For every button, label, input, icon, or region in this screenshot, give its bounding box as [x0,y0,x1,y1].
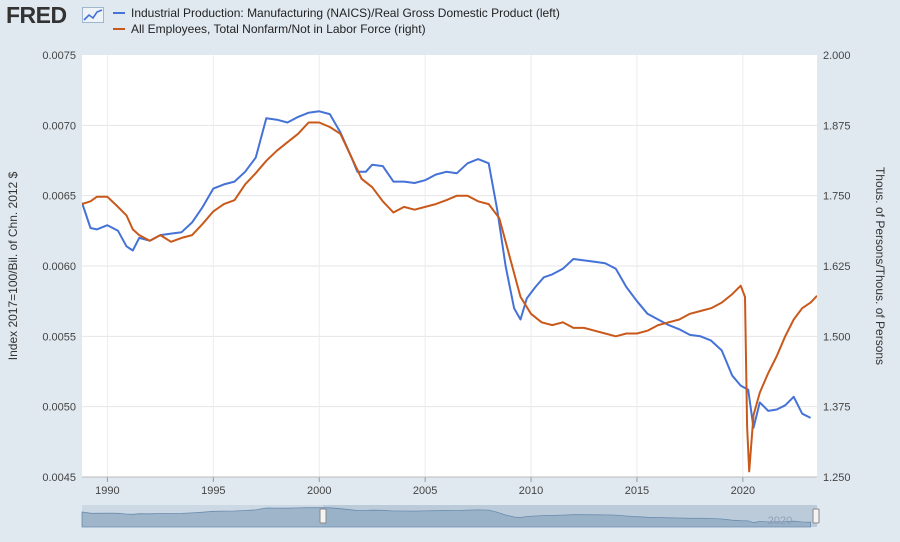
x-axis: 1990 1995 2000 2005 2010 2015 2020 [82,476,817,497]
series-layer [82,110,817,473]
x-tick-label: 1995 [201,485,225,497]
legend-label-right: All Employees, Total Nonfarm/Not in Labo… [131,22,426,36]
navigator-tick-label: 2020 [768,515,792,527]
legend-item-left[interactable]: Industrial Production: Manufacturing (NA… [113,5,560,21]
chart-line-icon [82,7,104,23]
x-tick-label: 2000 [307,485,331,497]
legend-swatch-right [113,28,125,30]
left-tick-label: 0.0060 [42,261,76,273]
range-navigator[interactable]: 2020 [81,505,820,528]
navigator-handle-right[interactable] [812,508,820,524]
x-tick-label: 2015 [625,485,649,497]
right-axis-title: Thous. of Persons/Thous. of Persons [873,167,887,365]
left-tick-label: 0.0055 [42,331,76,343]
right-tick-label: 1.750 [823,191,851,203]
left-tick-label: 0.0065 [42,191,76,203]
x-tick-label: 2010 [519,485,543,497]
right-tick-label: 1.375 [823,402,851,414]
left-axis-title: Index 2017=100/Bil. of Chn. 2012 $ [6,171,20,360]
fred-logo[interactable]: FRED [6,2,106,28]
grid-lines [82,55,817,477]
left-tick-label: 0.0045 [42,472,76,484]
left-tick-label: 0.0075 [42,50,76,62]
navigator-area [81,507,811,528]
right-tick-label: 2.000 [823,50,851,62]
series-line-right[interactable] [82,121,817,473]
left-tick-label: 0.0070 [42,120,76,132]
legend-swatch-left [113,12,125,14]
left-tick-label: 0.0050 [42,402,76,414]
x-tick-label: 2020 [731,485,755,497]
series-line-left[interactable] [82,110,812,429]
navigator-handle-left[interactable] [319,508,327,524]
x-tick-label: 2005 [413,485,437,497]
right-tick-label: 1.625 [823,261,851,273]
left-axis: 0.0045 0.0050 0.0055 0.0060 0.0065 0.0070 0.00… [42,50,76,484]
legend-label-left: Industrial Production: Manufacturing (NA… [131,6,560,20]
right-axis: 1.250 1.375 1.500 1.625 1.750 1.875 2.000 [823,50,851,484]
x-tick-label: 1990 [95,485,119,497]
legend-item-right[interactable]: All Employees, Total Nonfarm/Not in Labo… [113,21,560,37]
right-tick-label: 1.250 [823,472,851,484]
chart-legend: Industrial Production: Manufacturing (NA… [113,5,560,37]
right-tick-label: 1.500 [823,331,851,343]
right-tick-label: 1.875 [823,120,851,132]
fred-logo-text: FRED [6,2,67,28]
